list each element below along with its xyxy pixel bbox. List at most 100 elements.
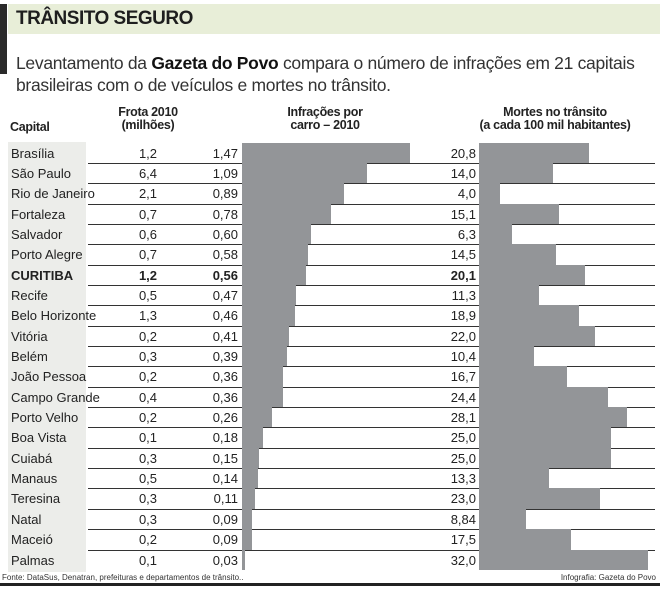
- mortes-value: 16,7: [450, 369, 476, 385]
- capital-name: Belo Horizonte: [11, 308, 97, 324]
- table-row: Rio de Janeiro 2,1 0,89 4,0: [0, 183, 660, 204]
- table-row: Belo Horizonte 1,3 0,46 18,9: [0, 305, 660, 326]
- table-row: Natal 0,3 0,09 8,84: [0, 508, 660, 530]
- header-frota: Frota 2010 (milhões): [108, 106, 188, 132]
- frota-value: 0,3: [138, 491, 158, 507]
- frota-value: 2,1: [138, 186, 158, 202]
- mortes-value: 28,1: [450, 410, 476, 426]
- frota-value: 1,3: [138, 308, 158, 324]
- table-row: Fortaleza 0,7 0,78 15,1: [0, 203, 660, 224]
- frota-value: 0,1: [138, 552, 158, 568]
- infracoes-value: 0,09: [212, 532, 238, 548]
- infracoes-value: 0,47: [212, 287, 238, 303]
- row-divider: [88, 284, 655, 286]
- subtitle-post: compara o número de infrações em 21 capi…: [16, 53, 635, 95]
- frota-value: 0,3: [138, 511, 158, 527]
- infracoes-value: 0,09: [212, 511, 238, 527]
- infracoes-value: 0,78: [212, 206, 238, 222]
- infracoes-bar: [242, 427, 263, 448]
- row-divider: [88, 447, 655, 449]
- header-mortes-line2: (a cada 100 mil habitantes): [479, 118, 631, 132]
- mortes-value: 18,9: [450, 308, 476, 324]
- capital-name: Rio de Janeiro: [11, 186, 95, 202]
- mortes-bar: [479, 386, 608, 408]
- header-mortes-line1: Mortes no trânsito: [503, 105, 607, 119]
- frota-value: 0,5: [138, 287, 158, 303]
- header-infracoes: Infrações por carro – 2010: [265, 106, 385, 132]
- frota-value: 0,1: [138, 430, 158, 446]
- table-row: São Paulo 6,4 1,09 14,0: [0, 162, 660, 184]
- infracoes-value: 0,15: [212, 450, 238, 466]
- mortes-bar: [479, 264, 586, 285]
- row-divider: [88, 305, 655, 307]
- row-divider: [88, 407, 655, 409]
- table-row: Campo Grande 0,4 0,36 24,4: [0, 386, 660, 408]
- row-divider: [88, 264, 655, 266]
- mortes-bar: [479, 203, 559, 224]
- infracoes-value: 0,89: [212, 186, 238, 202]
- infracoes-bar: [242, 508, 253, 530]
- infracoes-value: 0,03: [212, 552, 238, 568]
- table-row: Palmas 0,1 0,03 32,0: [0, 549, 660, 570]
- mortes-value: 22,0: [450, 328, 476, 344]
- mortes-bar: [479, 223, 513, 245]
- capital-name: Campo Grande: [11, 389, 100, 405]
- capital-column-bg: [8, 142, 86, 572]
- mortes-value: 15,1: [450, 206, 476, 222]
- infracoes-value: 0,18: [212, 430, 238, 446]
- capital-name: Porto Velho: [11, 410, 79, 426]
- row-divider: [88, 386, 655, 388]
- mortes-bar: [479, 407, 628, 428]
- row-divider: [88, 549, 655, 551]
- capital-name: Recife: [11, 287, 48, 303]
- infracoes-bar: [242, 264, 307, 285]
- table-row: Maceió 0,2 0,09 17,5: [0, 529, 660, 550]
- capital-name: Vitória: [11, 328, 48, 344]
- table-row: CURITIBA 1,2 0,56 20,1: [0, 264, 660, 285]
- header-frota-line2: (milhões): [121, 118, 175, 132]
- infracoes-bar: [242, 223, 311, 245]
- frota-value: 0,5: [138, 471, 158, 487]
- table-row: João Pessoa 0,2 0,36 16,7: [0, 366, 660, 387]
- row-divider: [88, 203, 655, 205]
- infracoes-bar: [242, 305, 295, 326]
- mortes-value: 25,0: [450, 430, 476, 446]
- bottom-rule: [0, 583, 660, 586]
- header-infracoes-line1: Infrações por: [287, 105, 363, 119]
- mortes-bar: [479, 366, 568, 387]
- infracoes-bar: [242, 549, 246, 570]
- title: TRÂNSITO SEGURO: [16, 8, 193, 29]
- mortes-bar: [479, 529, 572, 550]
- capital-name: Boa Vista: [11, 430, 67, 446]
- infracoes-bar: [242, 366, 284, 387]
- infracoes-value: 1,47: [212, 145, 238, 161]
- infracoes-bar: [242, 325, 289, 347]
- capital-name: Belém: [11, 349, 48, 364]
- capital-name: Manaus: [11, 471, 58, 487]
- infracoes-bar: [242, 203, 332, 224]
- table-row: Cuiabá 0,3 0,15 25,0: [0, 447, 660, 469]
- row-divider: [88, 244, 655, 246]
- mortes-value: 8,84: [450, 511, 476, 527]
- mortes-value: 11,3: [451, 287, 476, 303]
- infracoes-value: 0,56: [212, 267, 238, 283]
- header-infracoes-line2: carro – 2010: [290, 118, 360, 132]
- infracoes-value: 0,60: [212, 226, 238, 242]
- row-divider: [88, 346, 655, 347]
- infracoes-bar: [242, 488, 255, 509]
- subtitle-bold: Gazeta do Povo: [151, 53, 279, 73]
- capital-name: Fortaleza: [11, 206, 66, 222]
- infracoes-value: 0,26: [212, 410, 238, 426]
- infracoes-value: 0,36: [212, 369, 238, 385]
- table-row: Recife 0,5 0,47 11,3: [0, 284, 660, 306]
- mortes-bar: [479, 468, 550, 489]
- table-row: Porto Velho 0,2 0,26 28,1: [0, 407, 660, 428]
- frota-value: 0,7: [138, 247, 158, 263]
- mortes-bar: [479, 305, 579, 326]
- mortes-bar: [479, 183, 501, 204]
- mortes-value: 13,3: [450, 471, 476, 487]
- mortes-value: 20,1: [450, 267, 476, 283]
- capital-name: Natal: [11, 511, 42, 527]
- capital-name: Brasília: [11, 145, 55, 161]
